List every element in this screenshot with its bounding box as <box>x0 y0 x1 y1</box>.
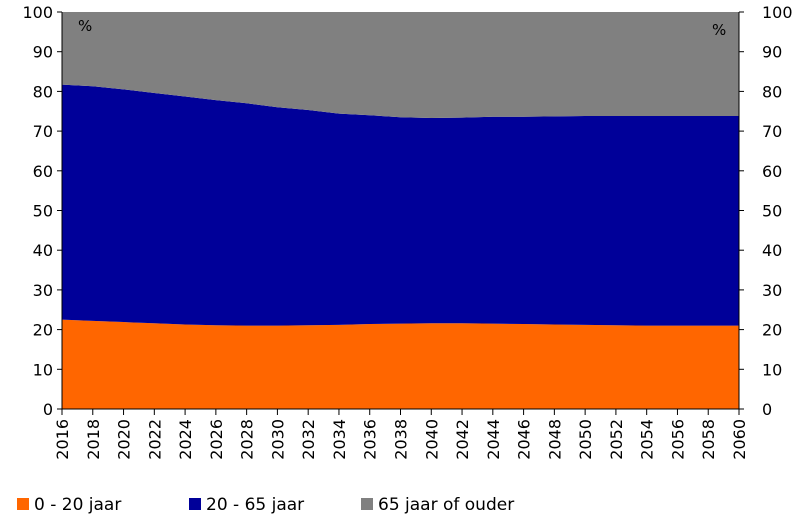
y-tick-label-right: 0 <box>762 400 772 419</box>
area-series-1 <box>62 319 739 409</box>
x-tick-label: 2040 <box>422 419 441 460</box>
x-tick-label: 2050 <box>576 419 595 460</box>
x-tick-label: 2036 <box>361 419 380 460</box>
x-tick-label: 2022 <box>145 419 164 460</box>
legend-swatch-3 <box>361 498 373 510</box>
y-tick-label-left: 0 <box>43 400 53 419</box>
y-tick-label-right: 70 <box>762 122 782 141</box>
x-tick-label: 2042 <box>453 419 472 460</box>
y-tick-label-right: 20 <box>762 321 782 340</box>
y-axis-left: 0 10 20 30 40 50 60 70 80 90 100 <box>22 3 62 419</box>
legend: 0 - 20 jaar 20 - 65 jaar 65 jaar of ouder <box>17 495 514 515</box>
y-tick-label-left: 10 <box>33 360 53 379</box>
x-tick-label: 2032 <box>299 419 318 460</box>
x-tick-label: 2028 <box>238 419 257 460</box>
x-tick-label: 2034 <box>330 419 349 460</box>
y-tick-label-left: 80 <box>33 82 53 101</box>
y-tick-label-right: 80 <box>762 82 782 101</box>
y-tick-label-left: 40 <box>33 241 53 260</box>
x-tick-label: 2056 <box>668 419 687 460</box>
x-tick-label: 2060 <box>730 419 749 460</box>
x-tick-label: 2024 <box>176 419 195 460</box>
legend-label-3: 65 jaar of ouder <box>378 495 514 515</box>
x-tick-label: 2046 <box>515 419 534 460</box>
y-unit-right: % <box>712 21 726 39</box>
area-series-3 <box>62 12 739 118</box>
x-tick-label: 2016 <box>53 419 72 460</box>
y-tick-label-right: 50 <box>762 202 782 221</box>
x-tick-label: 2058 <box>699 419 718 460</box>
y-tick-label-right: 30 <box>762 281 782 300</box>
y-tick-label-left: 100 <box>22 3 53 22</box>
y-tick-label-left: 70 <box>33 122 53 141</box>
y-axis-right: 0 10 20 30 40 50 60 70 80 90 100 <box>739 3 793 419</box>
x-tick-label: 2048 <box>545 419 564 460</box>
legend-label-1: 0 - 20 jaar <box>34 495 121 515</box>
x-tick-label: 2020 <box>115 419 134 460</box>
x-axis: 2016 2018 2020 2022 2024 2026 2028 2030 2032 2034… <box>53 409 749 460</box>
y-tick-label-left: 50 <box>33 202 53 221</box>
y-tick-label-right: 100 <box>762 3 793 22</box>
legend-swatch-1 <box>17 498 29 510</box>
y-tick-label-right: 60 <box>762 162 782 181</box>
x-tick-label: 2030 <box>268 419 287 460</box>
y-tick-label-right: 10 <box>762 360 782 379</box>
y-tick-label-left: 20 <box>33 321 53 340</box>
y-tick-label-left: 60 <box>33 162 53 181</box>
y-tick-label-right: 40 <box>762 241 782 260</box>
area-series-2 <box>62 84 739 326</box>
x-tick-label: 2054 <box>638 419 657 460</box>
y-unit-left: % <box>78 17 92 35</box>
legend-swatch-2 <box>189 498 201 510</box>
x-tick-label: 2018 <box>84 419 103 460</box>
area-series-group <box>62 12 739 409</box>
y-tick-label-left: 90 <box>33 43 53 62</box>
legend-label-2: 20 - 65 jaar <box>206 495 304 515</box>
x-tick-label: 2052 <box>607 419 626 460</box>
y-tick-label-right: 90 <box>762 43 782 62</box>
x-tick-label: 2044 <box>484 419 503 460</box>
x-tick-label: 2038 <box>392 419 411 460</box>
x-tick-label: 2026 <box>207 419 226 460</box>
y-tick-label-left: 30 <box>33 281 53 300</box>
